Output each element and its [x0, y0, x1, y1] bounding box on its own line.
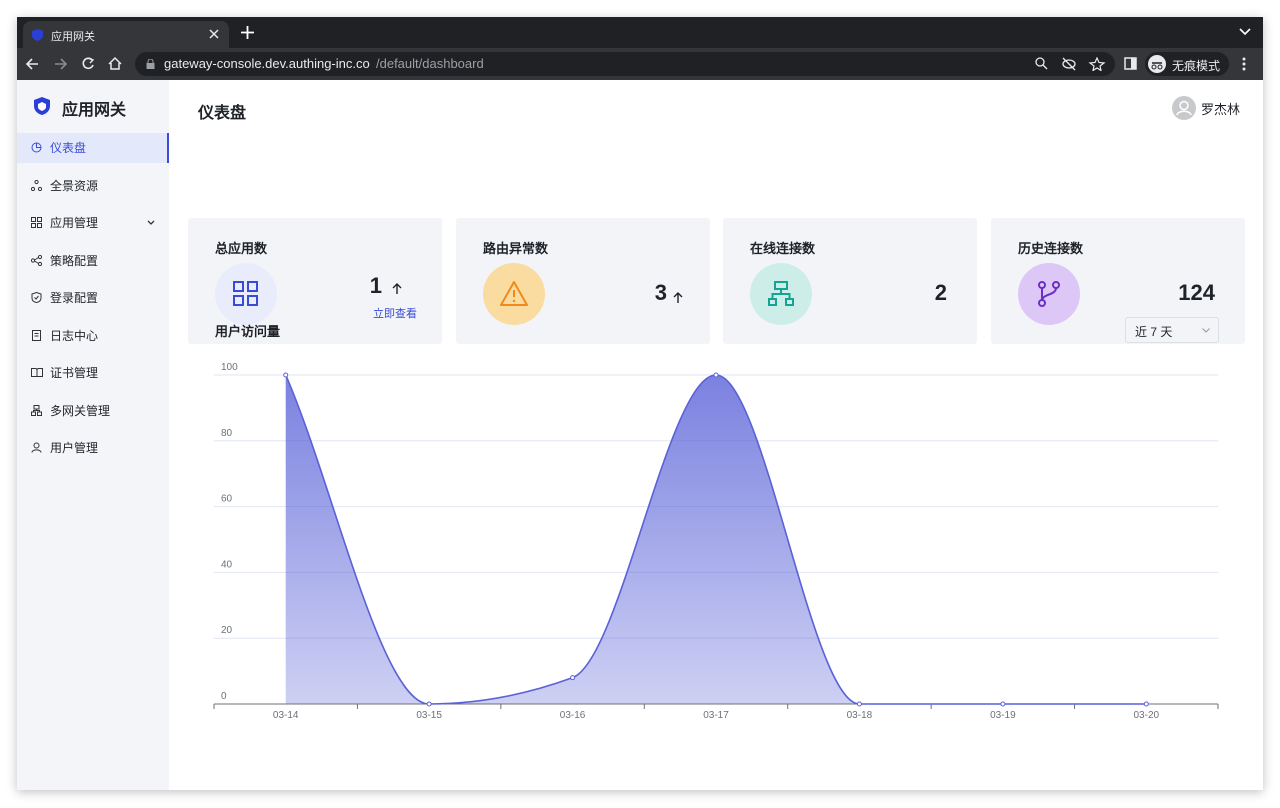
stat-value: 1	[369, 273, 382, 298]
menu-label: 用户管理	[50, 441, 99, 455]
menu-label: 仪表盘	[50, 141, 87, 155]
incognito-icon	[1148, 55, 1166, 73]
lock-icon	[146, 59, 155, 69]
stat-card: 历史连接数 124	[991, 218, 1245, 344]
new-tab[interactable]	[241, 26, 254, 39]
menu-item[interactable]: 全景资源	[17, 171, 169, 201]
sidepanel-icon[interactable]	[1124, 57, 1138, 71]
menu-item[interactable]: 多网关管理	[17, 396, 169, 426]
profile-label: 无痕模式	[1172, 59, 1221, 73]
select-arrow	[1202, 328, 1210, 333]
menu-item[interactable]: 用户管理	[17, 433, 169, 463]
stat-icon	[483, 263, 545, 325]
stat-icon	[215, 263, 277, 325]
stat-label: 历史连接数	[1018, 241, 1084, 256]
menu-item[interactable]: 策略配置	[17, 246, 169, 276]
range-select[interactable]: 近 7 天	[1125, 317, 1219, 343]
sidebar: 应用网关 仪表盘 全景资源 应用管理 策略配置 登录配置 日志中心 证书管理 多…	[17, 80, 169, 790]
tab[interactable]: 应用网关	[23, 21, 229, 48]
url-host: gateway-console.dev.authing-inc.co	[164, 56, 370, 71]
stat-icon	[750, 263, 812, 325]
stat-link[interactable]: 立即查看	[373, 308, 417, 320]
stat-label: 路由异常数	[483, 241, 549, 256]
up-arrow	[392, 283, 402, 294]
browser-menu[interactable]	[1242, 57, 1246, 71]
url-path: /default/dashboard	[376, 56, 484, 71]
user-avatar[interactable]	[1172, 96, 1196, 120]
profile-chip[interactable]: 无痕模式	[1145, 52, 1229, 76]
address-bar: gateway-console.dev.authing-inc.co /defa…	[17, 48, 1263, 80]
stat-value: 124	[1178, 280, 1215, 305]
browser-window: 应用网关 gateway-console.dev.authing-inc.co …	[17, 17, 1263, 790]
menu-label: 日志中心	[50, 329, 99, 343]
stat-card: 总应用数 1 立即查看	[188, 218, 442, 344]
tab-close[interactable]	[209, 29, 219, 39]
stat-label: 总应用数	[215, 241, 268, 256]
tab-favicon	[32, 29, 43, 41]
stat-label: 在线连接数	[750, 241, 816, 256]
brand-logo	[34, 97, 50, 115]
nav-buttons[interactable]	[25, 56, 125, 72]
tab-menu[interactable]	[1239, 28, 1251, 36]
tab-title: 应用网关	[51, 31, 95, 43]
url-field[interactable]: gateway-console.dev.authing-inc.co /defa…	[135, 52, 1115, 76]
menu-label: 多网关管理	[50, 404, 111, 418]
menu-label: 策略配置	[50, 254, 99, 268]
stat-value: 3	[654, 280, 667, 305]
menu-item[interactable]: 登录配置	[17, 283, 169, 313]
menu-item[interactable]: 应用管理	[17, 208, 169, 238]
menu-item[interactable]: 证书管理	[17, 358, 169, 388]
stat-card: 在线连接数 2	[723, 218, 977, 344]
up-arrow	[673, 292, 683, 303]
main: 仪表盘 罗杰林 总应用数 1 立即查看 路由异常数 3 在线连接数 2 历史连接…	[169, 80, 1263, 790]
menu-label: 登录配置	[50, 291, 99, 305]
chart-title: 用户访问量	[215, 324, 281, 339]
brand-name: 应用网关	[62, 102, 127, 119]
menu-label: 全景资源	[50, 179, 99, 193]
url-actions[interactable]	[1035, 57, 1107, 71]
tab-bar: 应用网关	[17, 17, 1263, 48]
user-name[interactable]: 罗杰林	[1201, 102, 1241, 117]
menu-label: 证书管理	[50, 366, 99, 380]
stat-icon	[1018, 263, 1080, 325]
range-label: 近 7 天	[1135, 325, 1173, 339]
menu-label: 应用管理	[50, 216, 99, 230]
page-title: 仪表盘	[198, 105, 247, 122]
stat-card: 路由异常数 3	[456, 218, 710, 344]
menu-item[interactable]: 日志中心	[17, 321, 169, 351]
menu-item[interactable]: 仪表盘	[17, 133, 169, 163]
stat-value: 2	[934, 280, 947, 305]
